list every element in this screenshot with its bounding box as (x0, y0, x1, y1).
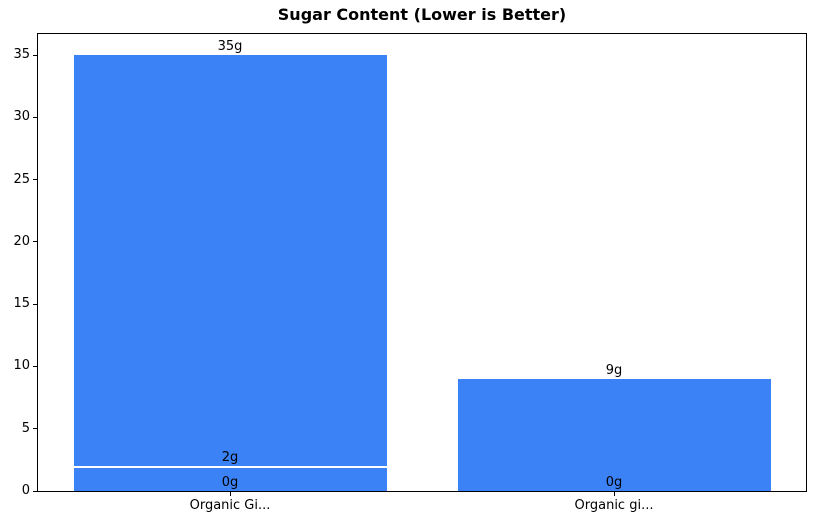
x-tick-label: Organic gi... (574, 498, 654, 513)
y-tick-mark (33, 116, 37, 118)
bar-value-label: 0g (221, 475, 239, 490)
y-tick-label: 0 (21, 483, 30, 498)
y-tick-mark (33, 54, 37, 56)
bar (73, 55, 387, 491)
y-tick-mark (33, 428, 37, 430)
y-tick-mark (33, 303, 37, 305)
y-tick-mark (33, 179, 37, 181)
x-tick-mark (614, 492, 615, 496)
y-tick-label: 5 (21, 420, 30, 436)
bar-value-label: 0g (605, 475, 623, 490)
y-tick-label: 30 (13, 109, 30, 125)
x-tick-label: Organic Gi... (189, 498, 271, 513)
y-tick-label: 35 (13, 47, 30, 63)
y-tick-label: 25 (13, 171, 30, 187)
y-tick-label: 15 (13, 296, 30, 312)
bar-value-label: 35g (217, 39, 243, 55)
bar (73, 466, 387, 491)
y-tick-mark (33, 490, 37, 492)
x-tick-mark (230, 492, 231, 496)
bar-value-label: 9g (605, 362, 623, 378)
bar-value-label: 2g (221, 450, 239, 466)
y-tick-label: 20 (13, 233, 30, 249)
chart-title: Sugar Content (Lower is Better) (277, 5, 567, 24)
y-tick-mark (33, 241, 37, 243)
y-tick-label: 10 (13, 358, 30, 374)
y-tick-mark (33, 365, 37, 367)
bar (457, 378, 771, 491)
